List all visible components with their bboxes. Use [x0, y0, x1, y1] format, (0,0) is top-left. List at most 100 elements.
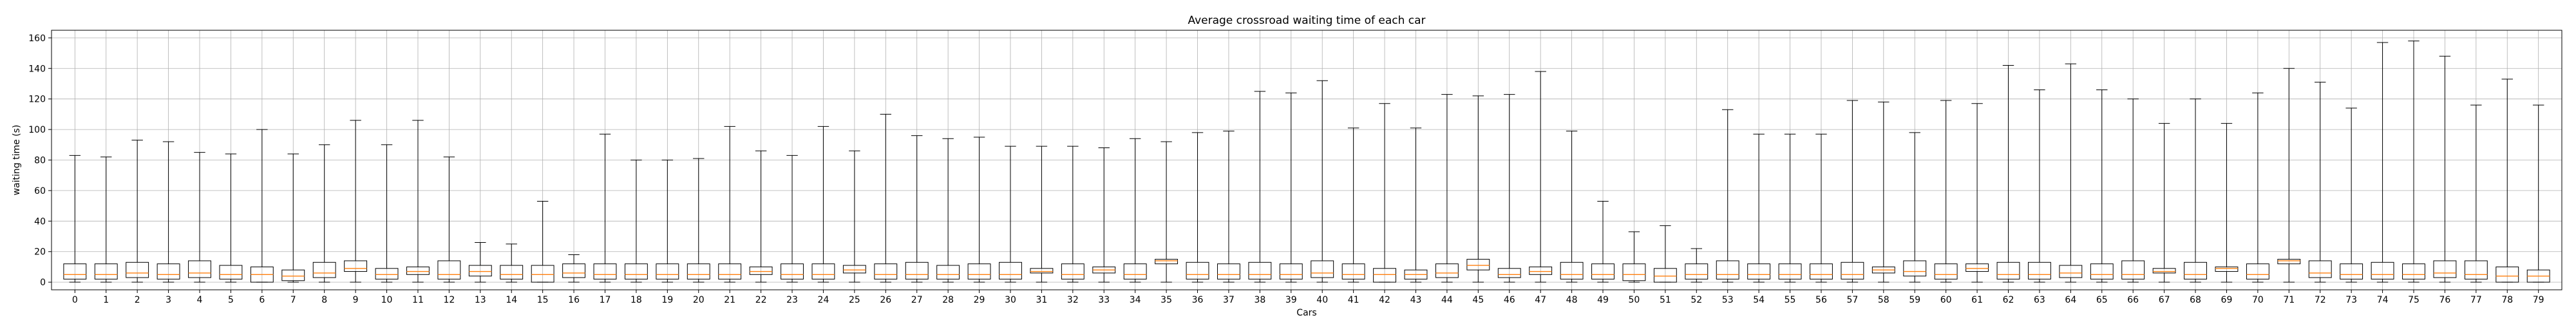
box-group: [1248, 91, 1272, 283]
box-group: [406, 120, 430, 283]
box-group: [2277, 68, 2301, 283]
chart-title: Average crossroad waiting time of each c…: [1188, 14, 1425, 27]
x-tick-label: 17: [600, 295, 611, 305]
box-group: [1030, 146, 1054, 283]
x-tick-label: 76: [2439, 295, 2451, 305]
box-group: [126, 140, 149, 283]
box-group: [312, 144, 336, 283]
box-group: [842, 150, 866, 283]
box-group: [1716, 109, 1739, 283]
x-tick-label: 21: [724, 295, 735, 305]
x-tick-label: 49: [1597, 295, 1609, 305]
x-tick-label: 34: [1130, 295, 1141, 305]
box-group: [2027, 89, 2051, 283]
iqr-box: [1591, 263, 1615, 279]
iqr-box: [94, 263, 118, 279]
x-tick-label: 54: [1753, 295, 1765, 305]
x-tick-label: 11: [412, 295, 424, 305]
iqr-box: [406, 266, 430, 275]
box-group: [687, 158, 710, 283]
y-tick-label: 80: [34, 156, 46, 166]
x-tick-label: 16: [568, 295, 580, 305]
x-tick-label: 8: [321, 295, 327, 305]
x-tick-label: 66: [2127, 295, 2139, 305]
iqr-box: [1934, 263, 1958, 279]
iqr-box: [2152, 268, 2176, 274]
y-tick-label: 160: [28, 33, 46, 44]
x-tick-label: 41: [1348, 295, 1359, 305]
x-tick-label: 29: [974, 295, 985, 305]
x-tick-label: 61: [1971, 295, 1983, 305]
box-group: [2526, 104, 2550, 283]
iqr-box: [1341, 263, 1365, 279]
iqr-box: [842, 265, 866, 274]
x-tick-label: 48: [1566, 295, 1578, 305]
box-group: [1092, 147, 1116, 283]
iqr-box: [281, 269, 305, 281]
x-tick-label: 47: [1535, 295, 1546, 305]
box-group: [1529, 71, 1553, 283]
y-tick-label: 60: [34, 186, 46, 196]
iqr-box: [1373, 268, 1396, 283]
iqr-box: [593, 263, 617, 279]
box-group: [967, 137, 991, 283]
x-tick-label: 22: [755, 295, 767, 305]
x-tick-label: 63: [2034, 295, 2045, 305]
iqr-box: [1155, 259, 1179, 265]
box-group: [2246, 92, 2269, 283]
box-group: [94, 156, 118, 283]
x-tick-label: 10: [381, 295, 393, 305]
box-group: [1123, 138, 1147, 283]
iqr-box: [312, 261, 336, 278]
y-tick-label: 20: [34, 247, 46, 258]
x-tick-label: 25: [849, 295, 860, 305]
x-tick-label: 13: [475, 295, 486, 305]
y-tick-label: 100: [28, 125, 46, 135]
box-group: [1965, 103, 1989, 283]
iqr-box: [126, 261, 149, 278]
x-tick-label: 70: [2252, 295, 2264, 305]
box-group: [1903, 132, 1927, 283]
x-tick-label: 65: [2096, 295, 2108, 305]
x-tick-label: 31: [1036, 295, 1047, 305]
box-group: [250, 129, 274, 283]
iqr-box: [188, 260, 211, 278]
box-group: [593, 133, 617, 283]
x-tick-label: 28: [942, 295, 954, 305]
iqr-box: [1903, 260, 1927, 277]
iqr-box: [2433, 260, 2457, 278]
x-tick-label: 6: [259, 295, 265, 305]
box-group: [2184, 99, 2207, 283]
iqr-box: [1217, 263, 1240, 279]
iqr-box: [1466, 259, 1490, 270]
y-axis-label: waiting time (s): [12, 125, 22, 196]
x-tick-label: 59: [1909, 295, 1920, 305]
iqr-box: [1653, 268, 1677, 283]
boxes-layer: [63, 41, 2550, 283]
x-tick-label: 62: [2003, 295, 2014, 305]
x-tick-label: 9: [353, 295, 359, 305]
iqr-box: [967, 263, 991, 279]
iqr-box: [811, 263, 835, 279]
box-group: [1778, 133, 1802, 283]
box-group: [1934, 100, 1958, 283]
box-group: [281, 153, 305, 283]
box-group: [1404, 128, 1428, 283]
x-tick-label: 27: [911, 295, 923, 305]
x-tick-label: 75: [2408, 295, 2420, 305]
box-group: [1622, 231, 1646, 283]
iqr-box: [531, 265, 554, 283]
iqr-box: [1248, 261, 1272, 279]
box-group: [936, 138, 960, 283]
x-tick-label: 69: [2221, 295, 2233, 305]
box-group: [2496, 79, 2519, 283]
box-group: [1466, 95, 1490, 283]
box-group: [188, 152, 211, 283]
iqr-box: [1560, 261, 1584, 279]
iqr-box: [718, 263, 742, 279]
x-tick-label: 60: [1940, 295, 1952, 305]
x-tick-label: 0: [72, 295, 78, 305]
x-tick-label: 67: [2159, 295, 2170, 305]
iqr-box: [1996, 261, 2020, 279]
